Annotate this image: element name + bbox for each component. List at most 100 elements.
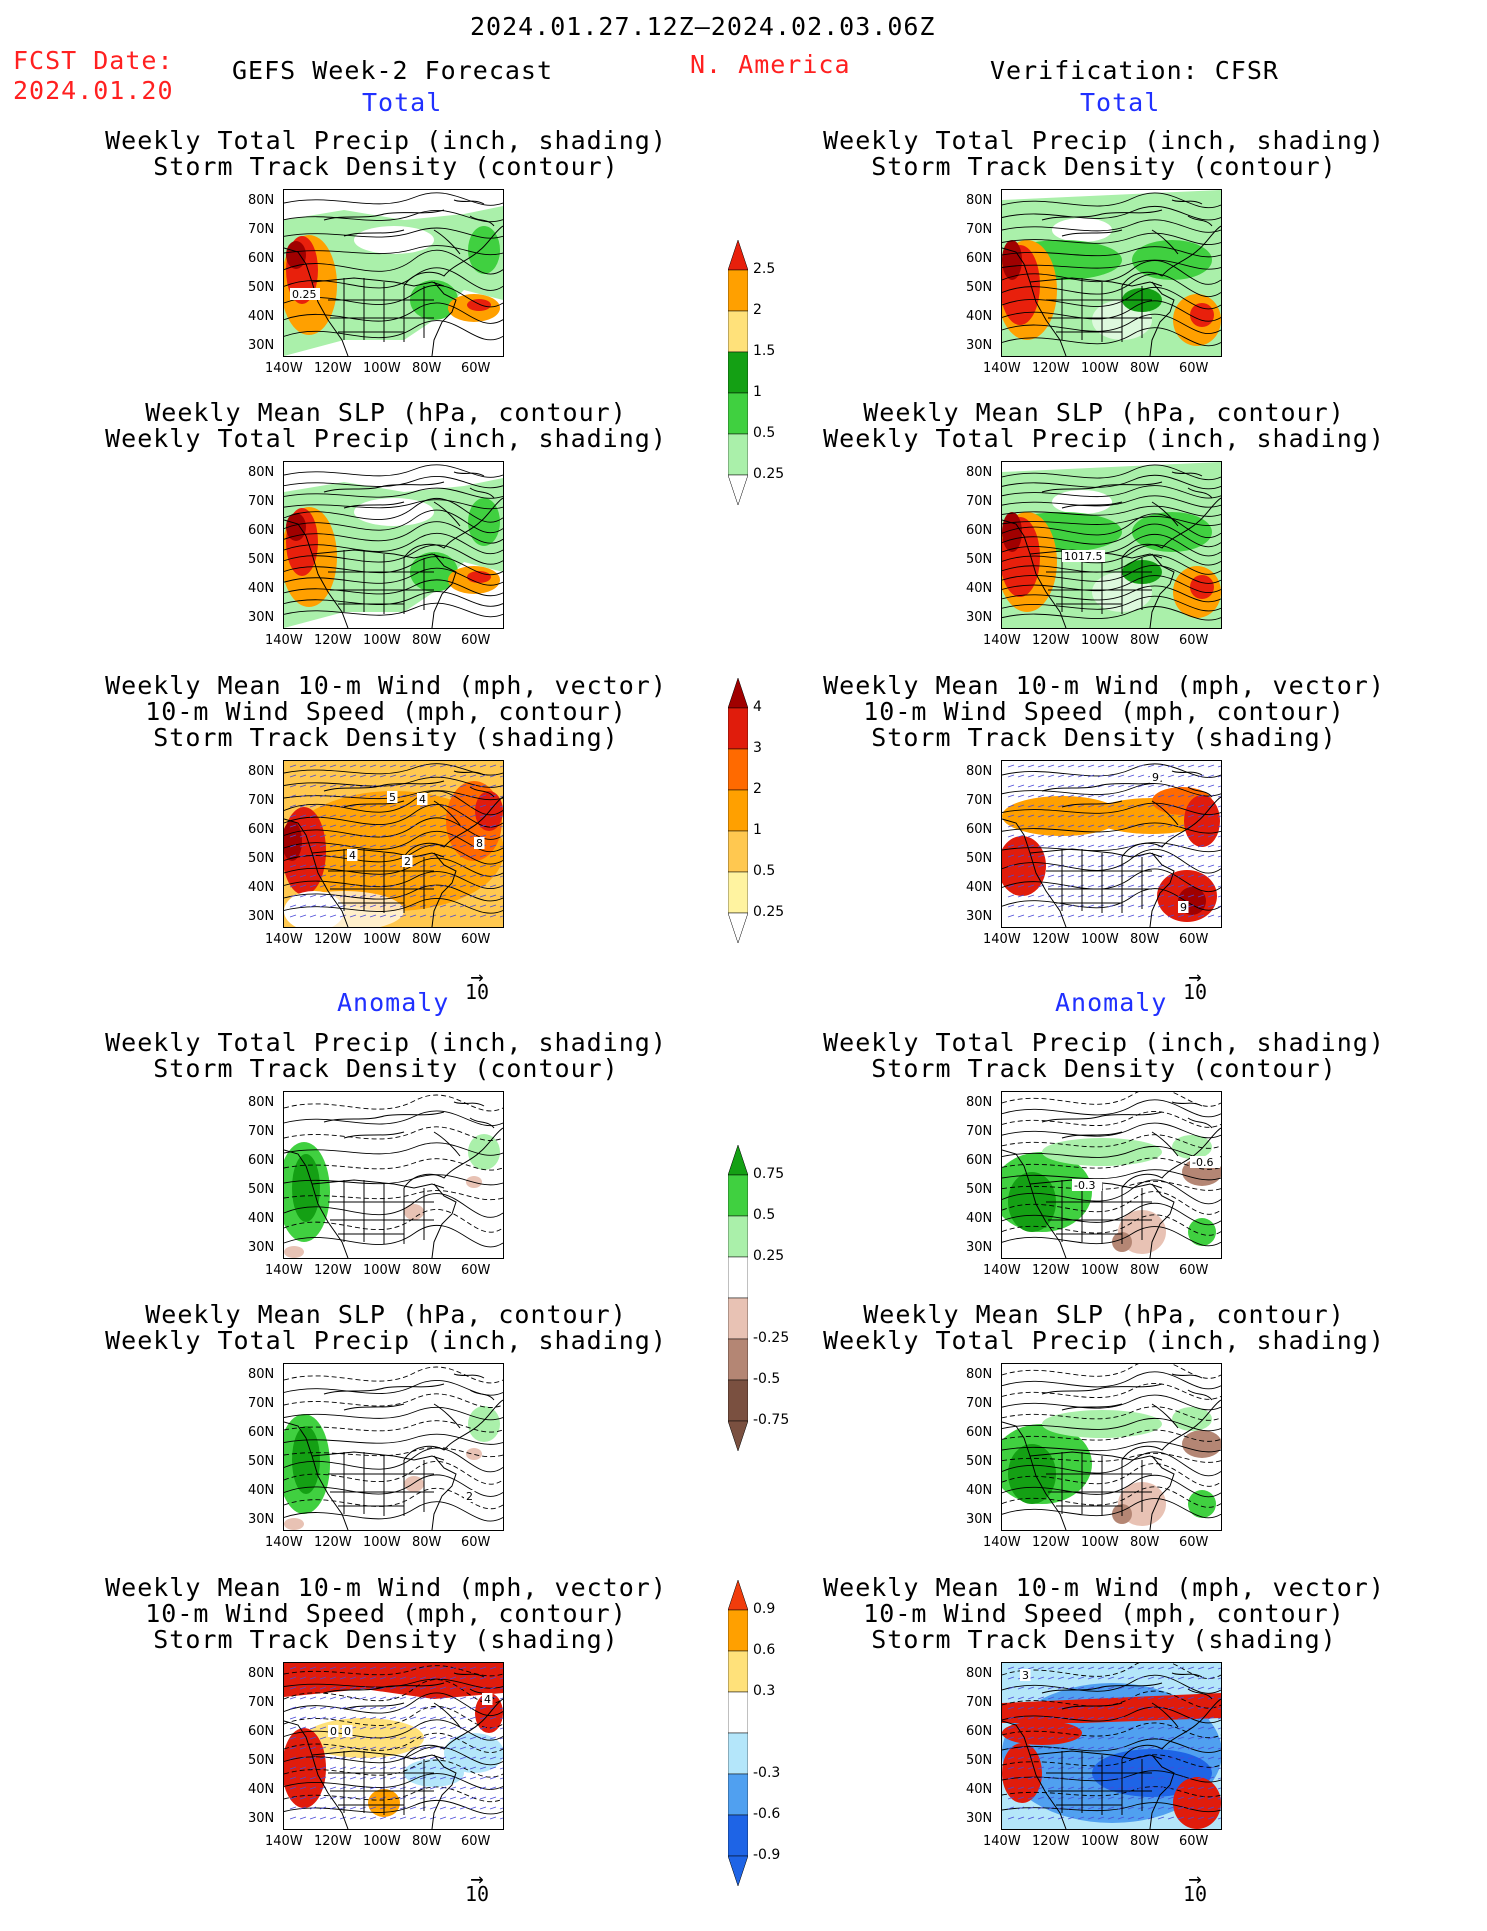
lat-tick: 40N [966, 1211, 993, 1226]
lon-tick: 100W [363, 1263, 401, 1278]
colorbar-label: 1.5 [753, 343, 776, 359]
lon-tick: 60W [1179, 361, 1209, 376]
colorbar-segment [727, 1732, 749, 1775]
lon-tick: 100W [1081, 1263, 1119, 1278]
lat-tick: 70N [966, 1396, 993, 1411]
contour-label: 9 [1152, 771, 1159, 784]
lon-tick: 140W [265, 1263, 303, 1278]
lon-tick: 140W [983, 1535, 1021, 1550]
contour-label: -0.3 [1074, 1179, 1095, 1192]
panel-title-r1: Weekly Total Precip (inch, shading) Storm… [823, 126, 1385, 181]
lon-tick: 120W [1032, 932, 1070, 947]
shade-region [468, 1406, 500, 1442]
contour-label: 4 [349, 849, 356, 862]
lon-tick: 100W [363, 1535, 401, 1550]
contour-lines [284, 1366, 503, 1522]
region-title: N. America [690, 50, 851, 79]
verification-title: Verification: CFSR [990, 56, 1279, 85]
lon-tick: 120W [314, 1535, 352, 1550]
lon-tick: 80W [1130, 633, 1160, 648]
colorbar-segment [727, 1609, 749, 1652]
colorbar-label: 2.5 [753, 261, 776, 277]
lon-tick: 120W [314, 932, 352, 947]
contour-label: 5 [389, 791, 396, 804]
lon-tick: 100W [1081, 633, 1119, 648]
lon-tick: 120W [1032, 633, 1070, 648]
colorbar-label: 2 [753, 302, 762, 318]
colorbar-segment [727, 748, 749, 791]
lat-tick: 60N [248, 822, 275, 837]
shade-region [284, 821, 302, 861]
lat-tick: 60N [248, 251, 275, 266]
colorbar-segment [727, 1773, 749, 1816]
contour-label: 9 [1180, 901, 1187, 914]
colorbar-label: 1 [753, 384, 762, 400]
section-total-right: Total [1080, 88, 1161, 117]
shade-region [1002, 240, 1022, 280]
colorbar-label: -0.5 [753, 1371, 781, 1387]
contour-lines [284, 464, 503, 618]
lat-tick: 50N [966, 1753, 993, 1768]
lon-tick: 140W [265, 1535, 303, 1550]
lat-tick: 80N [966, 1095, 993, 1110]
coastline [1002, 1101, 1221, 1258]
coastline [1002, 1672, 1221, 1829]
coastline [1002, 770, 1221, 927]
lat-tick: 40N [248, 581, 275, 596]
colorbar-segment [727, 789, 749, 832]
shade-region [1042, 1410, 1162, 1438]
colorbar-segment [727, 1256, 749, 1299]
contour-label: 1017.5 [1064, 550, 1103, 563]
colorbar-label: 0.3 [753, 1683, 776, 1699]
colorbar-segment [727, 1379, 749, 1422]
colorbar-segment [727, 1297, 749, 1340]
lat-tick: 80N [966, 1367, 993, 1382]
lat-tick: 80N [966, 193, 993, 208]
colorbar-label: 0.5 [753, 863, 776, 879]
lat-tick: 70N [248, 222, 275, 237]
panel-title-l1: Weekly Total Precip (inch, shading) Storm… [105, 126, 667, 181]
panel-title-l2: Weekly Mean SLP (hPa, contour) Weekly Tot… [105, 398, 667, 453]
lon-tick: 60W [1179, 633, 1209, 648]
lon-tick: 60W [461, 361, 491, 376]
lat-tick: 30N [248, 1512, 275, 1527]
coastline [1002, 199, 1221, 356]
lon-tick: 140W [983, 361, 1021, 376]
shade-region [1002, 1743, 1042, 1803]
contour-lines [1002, 192, 1221, 347]
lon-tick: 100W [1081, 1834, 1119, 1849]
lat-tick: 60N [966, 1425, 993, 1440]
lon-tick: 100W [363, 633, 401, 648]
lat-tick: 60N [248, 1425, 275, 1440]
lat-tick: 30N [966, 338, 993, 353]
colorbar-precip_total [727, 239, 749, 550]
contour-label: 0.25 [292, 288, 317, 301]
lat-tick: 40N [248, 309, 275, 324]
lat-tick: 30N [966, 610, 993, 625]
lat-tick: 80N [248, 1095, 275, 1110]
lon-tick: 80W [412, 1834, 442, 1849]
shade-region [1042, 1138, 1162, 1166]
lat-tick: 70N [966, 494, 993, 509]
colorbar-segment [727, 707, 749, 750]
panel-title-r5: Weekly Mean SLP (hPa, contour) Weekly Tot… [823, 1300, 1385, 1355]
colorbar-label: 0.25 [753, 904, 785, 920]
lat-tick: 40N [248, 1782, 275, 1797]
panel-title-r4: Weekly Total Precip (inch, shading) Storm… [823, 1028, 1385, 1083]
lon-tick: 120W [1032, 1263, 1070, 1278]
contour-label: 2 [404, 855, 411, 868]
map-panel-p8: -0.6 -0.3 [1001, 1091, 1222, 1259]
colorbar-track_total [727, 677, 749, 988]
lat-tick: 70N [248, 793, 275, 808]
shade-region [284, 1663, 503, 1699]
colorbar-label: 0.9 [753, 1601, 776, 1617]
lat-tick: 50N [248, 1182, 275, 1197]
colorbar-segment [727, 1338, 749, 1381]
lon-tick: 80W [1130, 1834, 1160, 1849]
shade-region [354, 226, 434, 254]
shade-region [1002, 1721, 1082, 1745]
lon-tick: 120W [314, 361, 352, 376]
lat-tick: 70N [966, 1695, 993, 1710]
map-panel-p3 [283, 461, 504, 629]
lat-tick: 30N [248, 1811, 275, 1826]
